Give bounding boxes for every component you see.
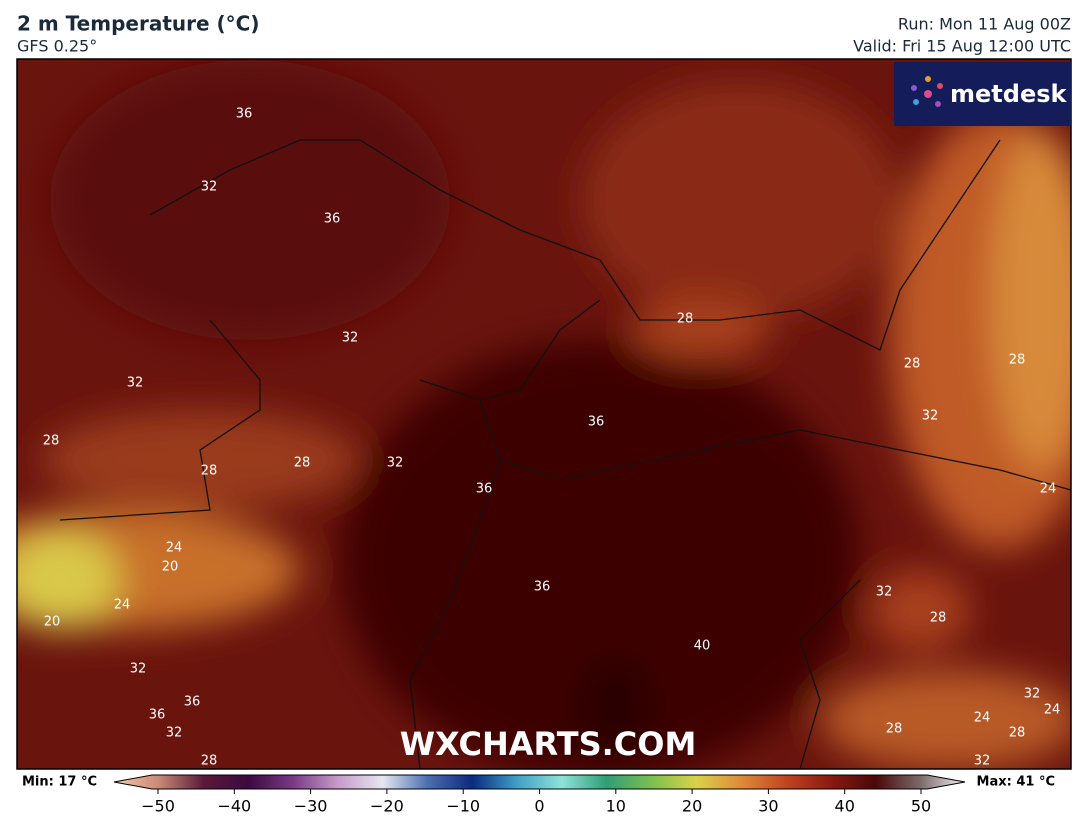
contour-label: 32 — [1024, 687, 1041, 702]
colorbar-tick-label: −30 — [294, 797, 328, 816]
contour-label: 40 — [694, 639, 711, 654]
contour-label: 36 — [324, 212, 341, 227]
min-label: Min: 17 °C — [22, 775, 97, 790]
contour-label: 36 — [236, 107, 253, 122]
colorbar — [113, 774, 966, 790]
colorbar-tick-label: 10 — [606, 797, 626, 816]
logo-icon — [911, 76, 943, 107]
contour-label: 24 — [974, 711, 991, 726]
colorbar-tick-label: 30 — [758, 797, 778, 816]
run-time: Run: Mon 11 Aug 00Z — [898, 15, 1071, 34]
contour-label: 24 — [114, 598, 131, 613]
colorbar-tick-label: 0 — [534, 797, 544, 816]
colorbar-tick-label: −10 — [446, 797, 480, 816]
contour-label: 32 — [201, 180, 218, 195]
colorbar-tick-label: −20 — [370, 797, 404, 816]
contour-label: 24 — [1040, 482, 1057, 497]
contour-label: 36 — [588, 415, 605, 430]
colorbar-tick-label: −50 — [141, 797, 175, 816]
contour-label: 32 — [974, 754, 991, 769]
contour-label: 28 — [1009, 353, 1026, 368]
contour-label: 32 — [130, 662, 147, 677]
contour-label: 24 — [166, 541, 183, 556]
contour-label: 36 — [476, 482, 493, 497]
contour-label: 32 — [387, 456, 404, 471]
contour-label: 28 — [1009, 726, 1026, 741]
contour-label: 28 — [43, 434, 60, 449]
contour-label: 32 — [342, 331, 359, 346]
contour-label: 32 — [166, 726, 183, 741]
logo-box — [894, 62, 1071, 126]
map-frame — [16, 58, 1072, 770]
contour-label: 20 — [162, 560, 179, 575]
colorbar-tick-label: 40 — [835, 797, 855, 816]
contour-label: 28 — [886, 722, 903, 737]
contour-label: 28 — [201, 754, 218, 769]
contour-label: 24 — [1044, 703, 1061, 718]
subtitle: GFS 0.25° — [17, 37, 97, 56]
contour-label: 36 — [184, 695, 201, 710]
contour-label: 36 — [149, 708, 166, 723]
contour-label: 32 — [127, 376, 144, 391]
valid-time: Valid: Fri 15 Aug 12:00 UTC — [853, 37, 1071, 56]
contour-label: 36 — [534, 580, 551, 595]
contour-label: 28 — [294, 456, 311, 471]
watermark: WXCHARTS.COM — [400, 725, 697, 763]
contour-label: 32 — [876, 585, 893, 600]
logo-text: metdesk — [950, 80, 1068, 108]
colorbar-tick-label: −40 — [217, 797, 251, 816]
colorbar-tick-label: 20 — [682, 797, 702, 816]
contour-label: 28 — [904, 357, 921, 372]
colorbar-tick-label: 50 — [911, 797, 931, 816]
contour-label: 20 — [44, 615, 61, 630]
title: 2 m Temperature (°C) — [17, 12, 259, 36]
contour-label: 32 — [922, 409, 939, 424]
contour-label: 28 — [930, 611, 947, 626]
max-label: Max: 41 °C — [977, 775, 1055, 790]
contour-label: 28 — [677, 312, 694, 327]
contour-label: 28 — [201, 464, 218, 479]
